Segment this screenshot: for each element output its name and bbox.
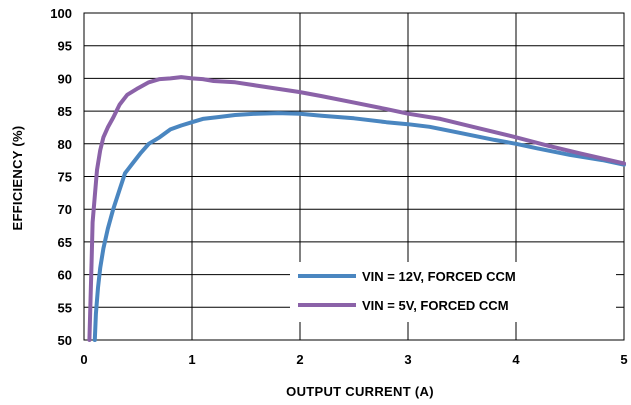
- x-tick-label: 2: [296, 352, 303, 367]
- y-tick-label: 50: [58, 333, 72, 348]
- legend: VIN = 12V, FORCED CCM VIN = 5V, FORCED C…: [290, 262, 616, 322]
- y-tick-label: 70: [58, 202, 72, 217]
- y-tick-label: 95: [58, 39, 72, 54]
- series-lines: [87, 75, 626, 342]
- y-axis-title: EFFICIENCY (%): [10, 125, 25, 230]
- x-tick-label: 4: [512, 352, 520, 367]
- series-line-0: [92, 111, 626, 342]
- x-tick-label: 1: [188, 352, 195, 367]
- y-tick-label: 100: [50, 6, 72, 21]
- y-tick-label: 75: [58, 170, 72, 185]
- x-axis-title: OUTPUT CURRENT (A): [286, 384, 434, 399]
- x-tick-label: 5: [620, 352, 627, 367]
- series-line-1: [87, 75, 626, 342]
- y-tick-label: 90: [58, 71, 72, 86]
- x-tick-labels: 0 1 2 3 4 5: [80, 352, 627, 367]
- x-tick-label: 3: [404, 352, 411, 367]
- legend-box: [290, 262, 616, 322]
- y-tick-label: 55: [58, 300, 72, 315]
- y-tick-label: 85: [58, 104, 72, 119]
- legend-label-5v: VIN = 5V, FORCED CCM: [362, 298, 509, 313]
- y-tick-labels: 50 55 60 65 70 75 80 85 90 95 100: [50, 6, 72, 348]
- x-tick-label: 0: [80, 352, 87, 367]
- y-tick-label: 60: [58, 268, 72, 283]
- y-tick-label: 80: [58, 137, 72, 152]
- legend-label-12v: VIN = 12V, FORCED CCM: [362, 269, 516, 284]
- y-tick-label: 65: [58, 235, 72, 250]
